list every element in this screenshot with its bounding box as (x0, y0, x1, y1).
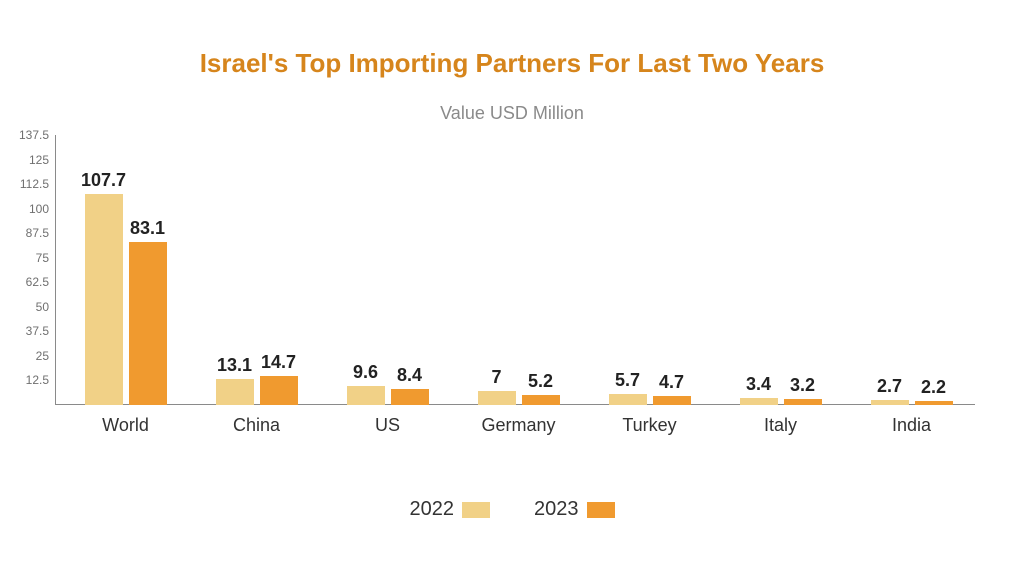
bar-value-label: 5.2 (528, 371, 553, 392)
y-tick-label: 62.5 (26, 275, 49, 289)
bar-value-label: 3.4 (746, 374, 771, 395)
y-tick-label: 100 (29, 202, 49, 216)
bar-group: 107.783.1World (60, 135, 191, 405)
y-tick-label: 137.5 (19, 128, 49, 142)
legend-label: 2023 (534, 498, 579, 520)
y-tick-label: 125 (29, 153, 49, 167)
bar-value-label: 83.1 (130, 218, 165, 239)
bar-group: 13.114.7China (191, 135, 322, 405)
legend-swatch (462, 502, 490, 518)
legend: 2022 2023 (0, 498, 1024, 521)
bar-value-label: 14.7 (261, 352, 296, 373)
chart-subtitle: Value USD Million (0, 103, 1024, 124)
bar-value-label: 2.2 (921, 377, 946, 398)
bar-value-label: 5.7 (615, 370, 640, 391)
bar-value-label: 2.7 (877, 376, 902, 397)
y-axis-line (55, 135, 56, 405)
bar-2022: 107.7 (85, 194, 123, 405)
bar-2022: 9.6 (347, 386, 385, 405)
y-tick-label: 50 (36, 300, 49, 314)
bar-2023: 4.7 (653, 396, 691, 405)
bar-group: 2.72.2India (846, 135, 977, 405)
bar-value-label: 4.7 (659, 372, 684, 393)
bar-2022: 2.7 (871, 400, 909, 405)
legend-item: 2022 (410, 498, 491, 521)
category-label: India (892, 415, 931, 436)
bar-group: 3.43.2Italy (715, 135, 846, 405)
bar-2023: 14.7 (260, 376, 298, 405)
legend-label: 2022 (410, 498, 455, 520)
bar-group: 5.74.7Turkey (584, 135, 715, 405)
bar-value-label: 8.4 (397, 365, 422, 386)
bar-2023: 2.2 (915, 401, 953, 405)
category-label: Germany (481, 415, 555, 436)
legend-swatch (587, 502, 615, 518)
category-label: Turkey (622, 415, 676, 436)
bar-value-label: 13.1 (217, 355, 252, 376)
bar-2023: 83.1 (129, 242, 167, 405)
bar-2022: 13.1 (216, 379, 254, 405)
category-label: Italy (764, 415, 797, 436)
y-tick-label: 75 (36, 251, 49, 265)
bar-2022: 3.4 (740, 398, 778, 405)
bar-group: 9.68.4US (322, 135, 453, 405)
bar-2022: 5.7 (609, 394, 647, 405)
y-tick-label: 112.5 (20, 177, 49, 191)
bar-2023: 8.4 (391, 389, 429, 405)
bar-value-label: 107.7 (81, 170, 126, 191)
y-tick-label: 37.5 (26, 324, 49, 338)
bar-2023: 3.2 (784, 399, 822, 405)
chart-title: Israel's Top Importing Partners For Last… (0, 48, 1024, 79)
plot-area: 12.52537.55062.57587.5100112.5125137.5 1… (55, 135, 975, 405)
bar-value-label: 7 (491, 367, 501, 388)
category-label: World (102, 415, 149, 436)
bar-value-label: 9.6 (353, 362, 378, 383)
category-label: US (375, 415, 400, 436)
y-tick-label: 87.5 (26, 226, 49, 240)
category-label: China (233, 415, 280, 436)
bar-value-label: 3.2 (790, 375, 815, 396)
bar-2023: 5.2 (522, 395, 560, 405)
legend-item: 2023 (534, 498, 615, 521)
bar-group: 75.2Germany (453, 135, 584, 405)
y-tick-label: 25 (36, 349, 49, 363)
y-tick-label: 12.5 (26, 373, 49, 387)
bar-2022: 7 (478, 391, 516, 405)
